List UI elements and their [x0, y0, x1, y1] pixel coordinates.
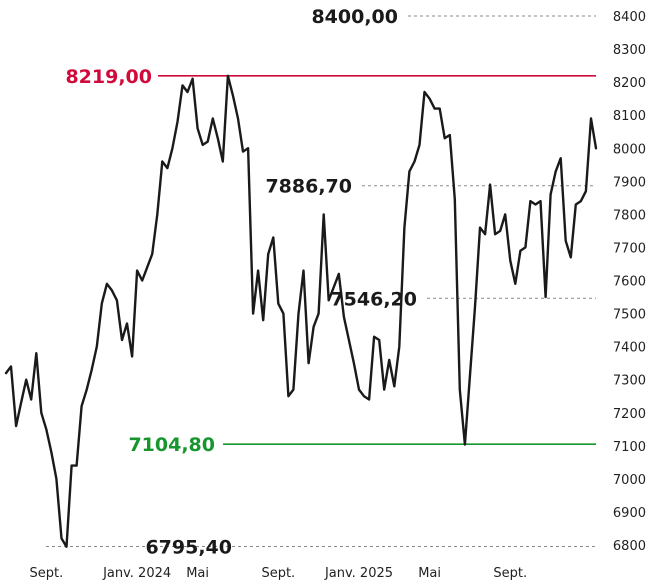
- y-tick-label: 7100: [613, 440, 646, 455]
- x-tick-label: Mai: [186, 566, 209, 581]
- y-tick-label: 7400: [613, 341, 646, 356]
- y-axis: 6800 6900 7000 7100 7200 7300 7400 7500 7600 7700…: [613, 10, 646, 554]
- x-tick-label: Janv. 2024: [102, 566, 171, 581]
- y-tick-label: 7700: [613, 241, 646, 256]
- y-tick-label: 8400: [613, 10, 646, 25]
- y-tick-label: 7300: [613, 374, 646, 389]
- x-axis: Sept. Janv. 2024 Mai Sept. Janv. 2025 Mai Sept…: [29, 566, 527, 581]
- y-tick-label: 6800: [613, 539, 646, 554]
- reference-label-3: 7546,20: [330, 288, 417, 310]
- x-tick-label: Mai: [418, 566, 441, 581]
- reference-label-0: 8400,00: [311, 6, 398, 28]
- y-tick-label: 7200: [613, 407, 646, 422]
- y-tick-label: 8200: [613, 76, 646, 91]
- series-line-0: [4, 74, 598, 548]
- x-tick-label: Sept.: [493, 566, 527, 581]
- y-tick-label: 7800: [613, 208, 646, 223]
- y-tick-label: 7900: [613, 175, 646, 190]
- price-series: [4, 74, 598, 548]
- y-tick-label: 6900: [613, 506, 646, 521]
- reference-label-4: 7104,80: [128, 434, 215, 456]
- x-tick-label: Janv. 2025: [324, 566, 393, 581]
- y-tick-label: 7000: [613, 473, 646, 488]
- y-tick-label: 8100: [613, 109, 646, 124]
- reference-label-1: 8219,00: [65, 66, 152, 88]
- x-tick-label: Sept.: [261, 566, 295, 581]
- y-tick-label: 7500: [613, 308, 646, 323]
- x-tick-label: Sept.: [29, 566, 63, 581]
- y-tick-label: 7600: [613, 275, 646, 290]
- reference-label-2: 7886,70: [265, 176, 352, 198]
- y-tick-label: 8300: [613, 43, 646, 58]
- reference-label-5: 6795,40: [145, 537, 232, 559]
- reference-labels: 8400,00 8219,00 7886,70 7546,20 7104,80 6795,…: [65, 6, 417, 559]
- reference-lines: [46, 15, 596, 548]
- y-tick-label: 8000: [613, 142, 646, 157]
